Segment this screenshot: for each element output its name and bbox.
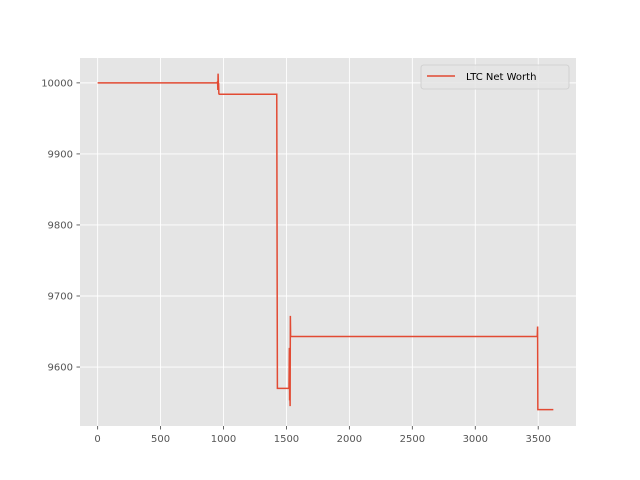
- x-tick-label: 500: [151, 434, 170, 445]
- x-axis: 0 500 1000 1500 2000 2500 3000 3500: [94, 426, 551, 445]
- y-tick-label: 9700: [48, 292, 73, 303]
- legend-label-ltc-net-worth: LTC Net Worth: [466, 72, 536, 83]
- y-tick-label: 10000: [41, 78, 73, 89]
- x-tick-label: 1000: [211, 434, 236, 445]
- y-tick-label: 9600: [48, 363, 73, 374]
- x-tick-label: 0: [94, 434, 100, 445]
- x-tick-label: 3000: [463, 434, 488, 445]
- plot-area: [80, 58, 576, 426]
- legend-box: [420, 64, 570, 90]
- legend: LTC Net Worth: [420, 64, 570, 90]
- x-tick-label: 3500: [526, 434, 551, 445]
- y-tick-label: 9900: [48, 150, 73, 161]
- y-tick-label: 9800: [48, 221, 73, 232]
- series-line-ltc-net-worth: [97, 73, 554, 411]
- series-layer: [97, 73, 554, 411]
- y-axis: 9600 9700 9800 9900 10000: [41, 78, 80, 374]
- x-tick-label: 1500: [274, 434, 299, 445]
- x-tick-label: 2000: [337, 434, 362, 445]
- x-tick-label: 2500: [400, 434, 425, 445]
